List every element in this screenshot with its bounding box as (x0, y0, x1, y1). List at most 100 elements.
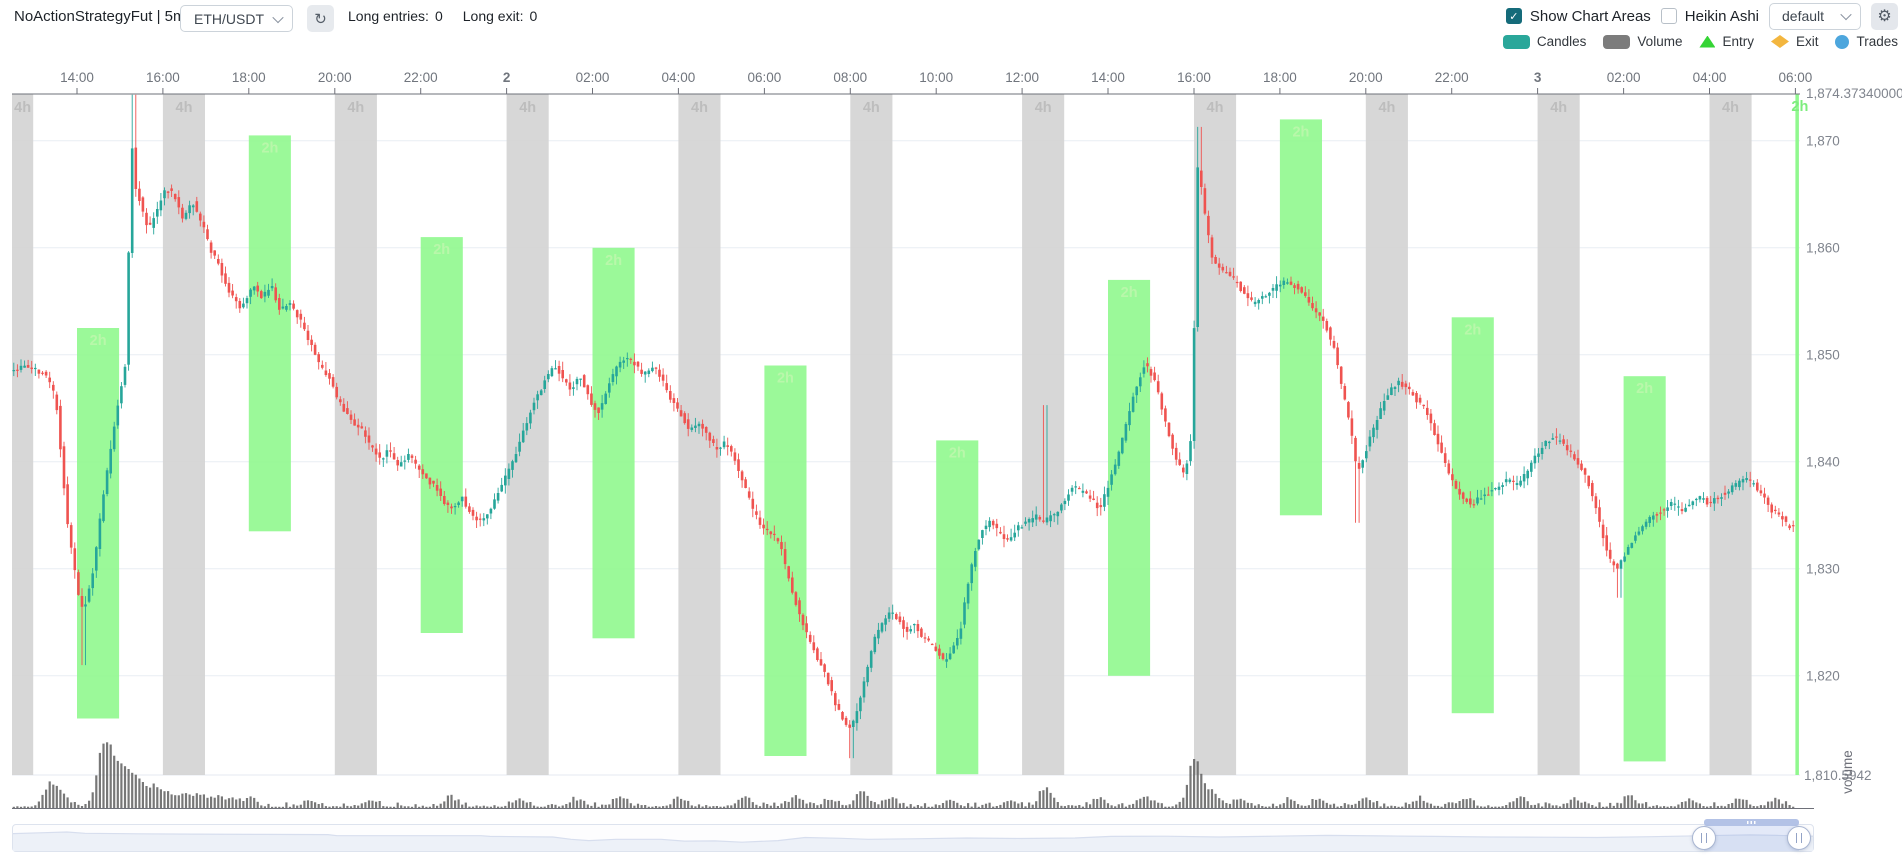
datazoom-left-handle[interactable] (1692, 826, 1716, 850)
chart-controls: ✓ Show Chart Areas Heikin Ashi default ⚙ (1505, 0, 1898, 32)
svg-text:04:00: 04:00 (1693, 70, 1727, 85)
svg-text:4h: 4h (1550, 100, 1567, 116)
svg-text:1,860: 1,860 (1806, 240, 1840, 255)
svg-text:08:00: 08:00 (833, 70, 867, 85)
svg-text:4h: 4h (519, 100, 536, 116)
datazoom-selected-window[interactable] (1704, 819, 1799, 851)
pair-select[interactable]: ETH/USDT (180, 5, 293, 32)
svg-text:4h: 4h (691, 100, 708, 116)
svg-text:14:00: 14:00 (60, 70, 94, 85)
gear-icon: ⚙ (1877, 8, 1892, 25)
plot-config-value: default (1782, 8, 1825, 24)
svg-text:3: 3 (1534, 70, 1542, 85)
exit-diamond-icon (1770, 35, 1789, 48)
chevron-down-icon (1840, 8, 1852, 21)
candles-swatch-icon (1502, 34, 1530, 49)
svg-text:20:00: 20:00 (318, 70, 352, 85)
svg-text:4h: 4h (347, 100, 364, 116)
svg-text:22:00: 22:00 (1435, 70, 1469, 85)
legend-label: Entry (1722, 34, 1754, 49)
svg-text:4h: 4h (1035, 100, 1052, 116)
svg-text:2h: 2h (433, 242, 450, 258)
entry-triangle-icon (1699, 35, 1716, 48)
svg-text:2h: 2h (777, 371, 794, 387)
svg-text:20:00: 20:00 (1349, 70, 1383, 85)
heikin-ashi-label: Heikin Ashi (1684, 7, 1759, 25)
svg-text:2h: 2h (1791, 99, 1808, 115)
svg-text:1,820: 1,820 (1806, 668, 1840, 683)
volume-series (12, 742, 1814, 809)
svg-text:06:00: 06:00 (748, 70, 782, 85)
datazoom-navigator[interactable] (12, 819, 1814, 852)
refresh-button[interactable]: ↻ (307, 5, 334, 32)
legend-item-volume[interactable]: Volume (1603, 34, 1682, 49)
grid-lines (12, 140, 1800, 776)
price-axis: 1,874.373400000 1,870 1,860 1,850 1,840 1,830… (1804, 86, 1902, 794)
chevron-down-icon (272, 11, 284, 23)
toolbar: NoActionStrategyFut | 5m ETH/USDT ↻ Long… (0, 0, 1902, 32)
time-axis: 14:00 16:00 18:00 20:00 22:00 2 02:00 04:00 06:0… (12, 70, 1813, 95)
svg-text:2h: 2h (1292, 124, 1309, 140)
svg-text:1,840: 1,840 (1806, 454, 1840, 469)
legend-item-exit[interactable]: Exit (1770, 34, 1819, 49)
chart-legend: Candles Volume Entry Exit Trades (1502, 31, 1898, 52)
heikin-ashi-checkbox[interactable]: Heikin Ashi (1660, 7, 1759, 25)
svg-text:14:00: 14:00 (1091, 70, 1125, 85)
refresh-icon: ↻ (314, 10, 327, 28)
volume-swatch-icon (1603, 34, 1631, 49)
checkbox-unchecked-icon[interactable] (1660, 8, 1677, 24)
svg-text:2h: 2h (605, 253, 622, 269)
svg-text:1,850: 1,850 (1806, 347, 1840, 362)
svg-text:4h: 4h (14, 100, 31, 116)
long-exit-value: 0 (529, 8, 538, 24)
svg-text:2h: 2h (949, 445, 966, 461)
svg-text:16:00: 16:00 (1177, 70, 1211, 85)
chart-areas-2h: 2h 2h 2h 2h 2h 2h 2h 2h 2h 2h 2h (77, 94, 1808, 775)
svg-text:16:00: 16:00 (146, 70, 180, 85)
legend-item-entry[interactable]: Entry (1699, 34, 1754, 49)
legend-label: Volume (1637, 34, 1683, 49)
svg-text:1,870: 1,870 (1806, 133, 1840, 148)
svg-text:2h: 2h (1636, 381, 1653, 397)
show-chart-areas-label: Show Chart Areas (1529, 7, 1651, 25)
svg-text:2h: 2h (261, 140, 278, 156)
show-chart-areas-checkbox[interactable]: ✓ Show Chart Areas (1505, 7, 1651, 25)
svg-text:06:00: 06:00 (1779, 70, 1813, 85)
svg-text:4h: 4h (1722, 100, 1739, 116)
datazoom-move-handle[interactable] (1704, 819, 1799, 826)
svg-text:2h: 2h (1464, 322, 1481, 338)
legend-label: Trades (1856, 34, 1898, 49)
legend-label: Exit (1795, 34, 1819, 49)
long-entries-label: Long entries: (348, 8, 429, 24)
svg-text:02:00: 02:00 (576, 70, 610, 85)
svg-text:1,874.373400000: 1,874.373400000 (1806, 86, 1902, 101)
trades-circle-icon (1835, 34, 1850, 49)
svg-text:1,830: 1,830 (1806, 561, 1840, 576)
legend-item-candles[interactable]: Candles (1502, 34, 1587, 49)
svg-text:18:00: 18:00 (1263, 70, 1297, 85)
svg-text:2h: 2h (1121, 285, 1138, 301)
svg-text:02:00: 02:00 (1607, 70, 1641, 85)
legend-item-trades[interactable]: Trades (1835, 34, 1898, 49)
handle-bars-icon (1701, 833, 1707, 843)
svg-text:4h: 4h (176, 100, 193, 116)
trade-counters: Long entries: 0 Long exit: 0 (348, 0, 537, 32)
long-exit-label: Long exit: (462, 8, 524, 24)
svg-text:2: 2 (503, 70, 511, 85)
svg-text:12:00: 12:00 (1005, 70, 1039, 85)
legend-label: Candles (1536, 34, 1587, 49)
svg-text:10:00: 10:00 (919, 70, 953, 85)
datazoom-right-handle[interactable] (1787, 826, 1811, 850)
checkbox-checked-icon[interactable]: ✓ (1505, 8, 1522, 24)
long-entries-value: 0 (434, 8, 443, 24)
svg-text:4h: 4h (1378, 100, 1395, 116)
svg-text:volume: volume (1840, 750, 1855, 794)
settings-button[interactable]: ⚙ (1871, 2, 1898, 30)
grip-icon (1746, 821, 1757, 824)
plot-config-select[interactable]: default (1769, 2, 1861, 30)
svg-text:2h: 2h (90, 333, 107, 349)
datazoom-shadow (13, 831, 1813, 851)
candlestick-series (12, 94, 1795, 759)
